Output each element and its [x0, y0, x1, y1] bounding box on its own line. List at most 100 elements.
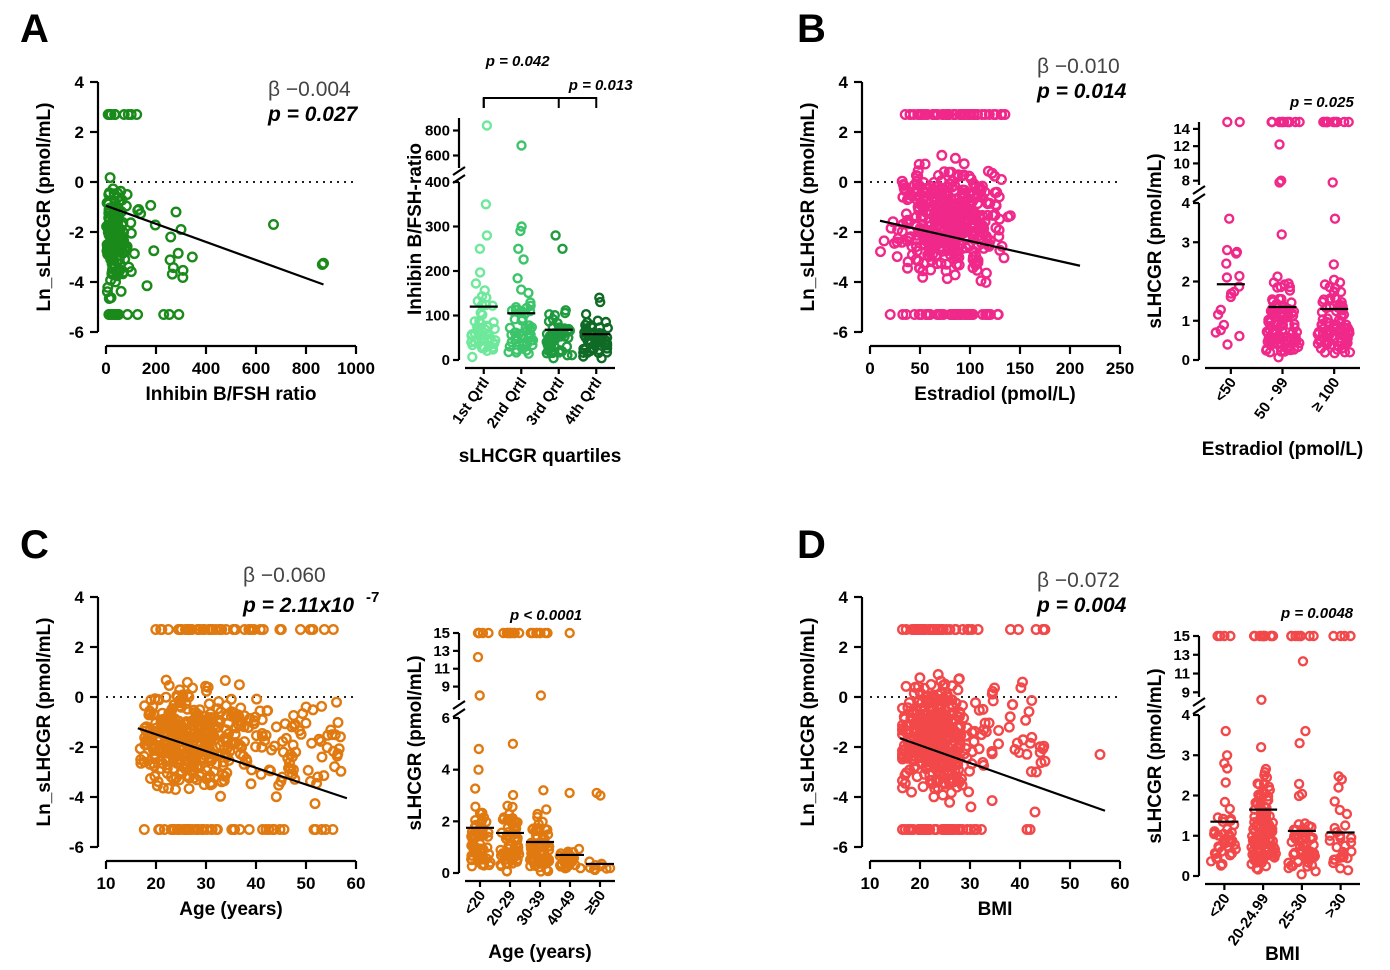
data-point	[594, 322, 605, 333]
data-point	[1275, 342, 1286, 353]
data-point	[952, 722, 964, 734]
data-point	[315, 735, 327, 747]
data-point	[185, 624, 197, 636]
data-point	[981, 309, 993, 321]
data-point	[1331, 116, 1343, 128]
data-point	[481, 320, 493, 331]
data-point	[141, 280, 153, 292]
data-point	[1017, 676, 1029, 688]
y-axis-label: sLHCGR (pmol/mL)	[405, 655, 426, 830]
data-point	[260, 729, 272, 741]
y-tick-label: 0	[75, 688, 84, 707]
data-point	[507, 738, 519, 749]
data-point	[177, 689, 189, 701]
x-axis-label: BMI	[1265, 944, 1300, 965]
data-point	[920, 695, 932, 707]
data-point	[1005, 624, 1017, 636]
data-point	[480, 199, 492, 210]
data-point	[941, 181, 953, 193]
data-point	[934, 759, 946, 771]
data-point	[915, 824, 927, 836]
data-point	[470, 278, 482, 289]
data-point	[940, 196, 952, 208]
data-point	[941, 824, 953, 836]
data-point	[897, 702, 909, 714]
x-tick-label: 1000	[337, 359, 375, 378]
data-point	[1327, 177, 1338, 188]
y-tick-label: 0	[75, 173, 84, 192]
data-point	[1255, 834, 1266, 845]
data-point	[473, 627, 484, 639]
data-point	[982, 165, 994, 177]
data-point	[512, 273, 523, 284]
data-point	[575, 863, 586, 874]
regression-line	[105, 204, 324, 286]
y-tick-label: 11	[434, 661, 450, 678]
data-point	[1218, 828, 1229, 840]
x-tick-label: 40-49	[543, 888, 579, 929]
data-point	[913, 158, 925, 170]
data-point	[511, 344, 522, 355]
data-point	[1263, 316, 1274, 328]
data-point	[150, 624, 162, 636]
x-tick-label: 60	[1111, 874, 1130, 893]
data-point	[983, 108, 995, 120]
data-point	[897, 723, 909, 735]
data-point	[329, 729, 341, 741]
data-point	[1291, 326, 1303, 338]
data-point	[913, 262, 925, 274]
regression-line	[899, 737, 1106, 812]
data-point	[219, 675, 231, 687]
x-tick-label: 50	[911, 359, 930, 378]
data-point	[145, 199, 157, 211]
data-point	[1250, 797, 1261, 808]
axis-break-mark	[452, 708, 466, 718]
data-point	[310, 824, 322, 836]
y-tick-label: 13	[1173, 647, 1190, 664]
y-tick-label: 0	[839, 688, 848, 707]
data-point	[138, 756, 150, 768]
data-point	[908, 179, 920, 191]
data-point	[1329, 796, 1340, 807]
data-point	[151, 780, 163, 792]
data-point	[891, 236, 903, 248]
data-point	[1300, 725, 1311, 737]
data-point	[1251, 863, 1262, 874]
data-point	[507, 789, 519, 801]
data-point	[1272, 271, 1283, 282]
data-point	[1283, 278, 1294, 289]
data-point	[179, 718, 191, 730]
data-point	[474, 690, 485, 701]
data-point	[1288, 831, 1300, 842]
data-point	[474, 267, 486, 278]
data-point	[986, 795, 998, 807]
y-tick-label: 9	[1182, 684, 1190, 701]
data-point	[331, 750, 343, 762]
panel-letter-B: B	[797, 7, 826, 51]
x-tick-label: 400	[192, 359, 220, 378]
data-point	[186, 251, 198, 263]
data-point	[911, 194, 923, 206]
data-point	[967, 251, 979, 263]
data-point	[232, 719, 244, 731]
scatter-panel-A: -6 -4 -2 0 2 4 0 200 400 600 800 1000 Inhibin B/FSH …	[34, 73, 375, 405]
data-point	[1256, 630, 1267, 642]
data-point	[152, 693, 164, 705]
data-point	[114, 226, 126, 238]
data-point	[169, 784, 181, 796]
data-point	[991, 186, 1003, 198]
data-point	[183, 783, 195, 795]
data-point	[1250, 820, 1262, 831]
axis-break-mark	[1192, 697, 1206, 707]
data-point	[902, 256, 914, 268]
data-point	[183, 691, 195, 703]
data-point	[230, 737, 242, 749]
data-point	[472, 333, 483, 344]
data-point	[963, 240, 975, 252]
data-point	[927, 705, 939, 717]
data-point	[1344, 347, 1356, 358]
data-point	[173, 309, 185, 321]
data-point	[1333, 315, 1345, 326]
data-point	[283, 762, 295, 774]
data-point	[205, 733, 217, 745]
